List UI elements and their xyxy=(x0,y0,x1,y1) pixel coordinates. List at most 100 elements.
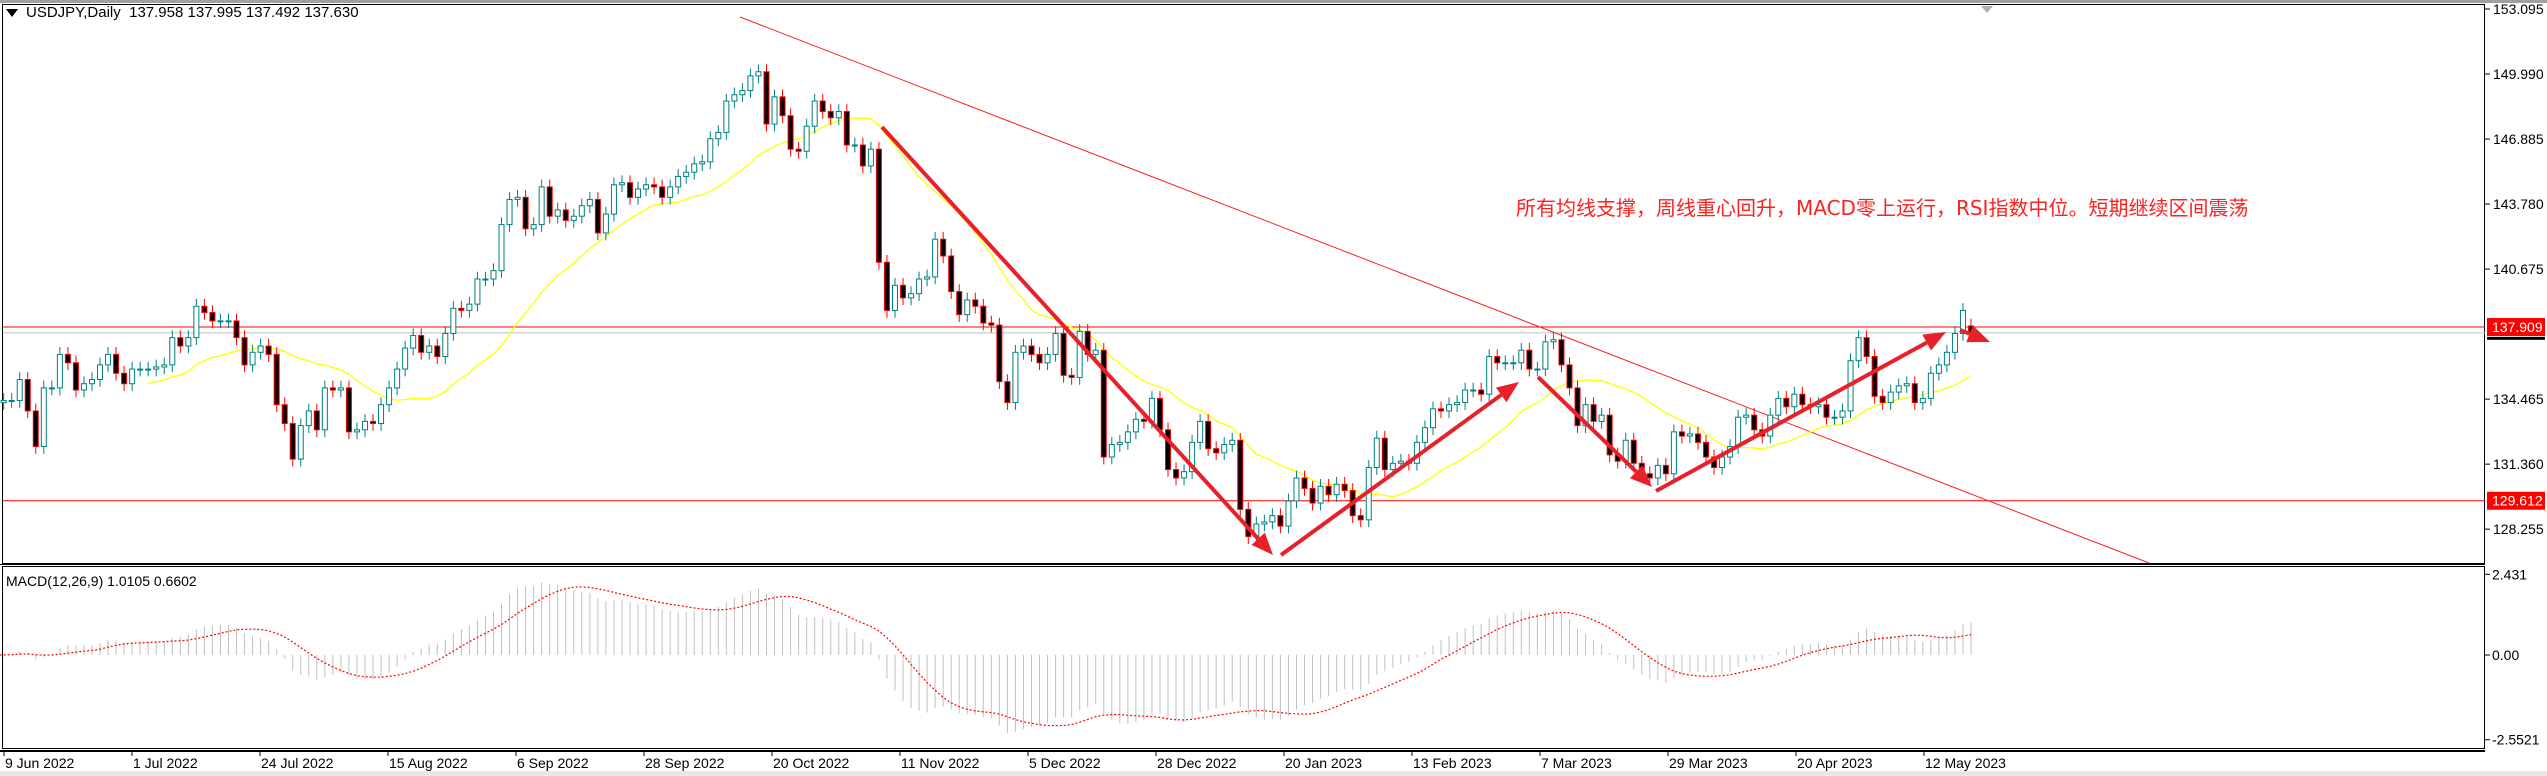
date-tick-label: 20 Oct 2022 xyxy=(773,755,849,771)
date-tick-label: 28 Dec 2022 xyxy=(1157,755,1237,771)
candle-body xyxy=(900,284,907,299)
candle xyxy=(1454,395,1461,412)
candle xyxy=(1502,355,1509,371)
candle xyxy=(867,141,874,174)
candle xyxy=(370,414,377,431)
candle xyxy=(1309,481,1316,511)
trend-arrow[interactable] xyxy=(880,125,1273,555)
price-tick-label: 143.780 xyxy=(2493,196,2544,212)
candle-body xyxy=(458,307,465,311)
collapse-triangle-icon[interactable] xyxy=(6,9,18,18)
candle xyxy=(1269,508,1276,530)
candle-body xyxy=(1389,462,1396,471)
candle-body xyxy=(466,303,473,311)
candle-body xyxy=(233,320,240,339)
candle-body xyxy=(1309,487,1316,504)
candle-body xyxy=(1799,393,1806,406)
candle-body xyxy=(1935,364,1942,374)
price-tick-label: 131.360 xyxy=(2493,456,2544,472)
candle xyxy=(635,181,642,205)
ohlc-open: 137.958 xyxy=(129,4,184,21)
candle-body xyxy=(1542,341,1549,370)
trend-arrow[interactable] xyxy=(1279,382,1519,557)
candle xyxy=(297,418,304,467)
candle-body xyxy=(8,399,15,402)
candle xyxy=(24,372,31,419)
candle xyxy=(554,202,561,224)
candle-body xyxy=(161,364,168,368)
candle-body xyxy=(313,410,320,431)
candle xyxy=(522,190,529,237)
candle-body xyxy=(675,175,682,188)
candle-body xyxy=(16,379,23,401)
candle xyxy=(378,397,385,431)
candle-body xyxy=(145,368,152,371)
date-tick-label: 7 Mar 2023 xyxy=(1541,755,1612,771)
candle xyxy=(1911,376,1918,410)
trend-arrow[interactable] xyxy=(1655,332,1946,493)
trend-arrows[interactable] xyxy=(880,125,1990,557)
candle xyxy=(570,208,577,228)
trend-arrow[interactable] xyxy=(1959,325,1990,343)
candle-body xyxy=(827,111,834,119)
candle-body xyxy=(1124,431,1131,443)
macd-signal-line xyxy=(0,586,1972,727)
candle-body xyxy=(1397,460,1404,464)
candle xyxy=(667,179,674,205)
candle-body xyxy=(1100,349,1107,458)
candle-body xyxy=(1831,416,1838,419)
trend-arrow[interactable] xyxy=(1536,375,1652,487)
candle xyxy=(233,313,240,345)
candle-body xyxy=(635,188,642,198)
candle xyxy=(1510,355,1517,371)
candle xyxy=(1895,378,1902,400)
current-price-marker xyxy=(2487,336,2545,340)
candle xyxy=(851,137,858,153)
candle-body xyxy=(281,404,288,425)
candle-body xyxy=(48,387,55,390)
macd-name: MACD(12,26,9) xyxy=(6,573,104,589)
candle xyxy=(1173,462,1180,486)
symbol-timeframe: USDJPY,Daily xyxy=(26,4,121,21)
candle xyxy=(498,217,505,278)
candle-body xyxy=(570,215,577,221)
candle-body xyxy=(1879,395,1886,404)
descending-trendline[interactable] xyxy=(739,16,2150,564)
candle-body xyxy=(32,410,39,448)
candle-body xyxy=(755,71,762,77)
candle xyxy=(161,357,168,375)
date-tick-label: 28 Sep 2022 xyxy=(645,755,725,771)
candle-body xyxy=(1060,332,1067,376)
candle-body xyxy=(1646,473,1653,479)
candle-body xyxy=(474,278,481,305)
candle-body xyxy=(137,368,144,371)
chart-shift-marker-icon[interactable] xyxy=(1981,6,1993,13)
candle-body xyxy=(651,184,658,188)
candle-body xyxy=(626,182,633,198)
candle-body xyxy=(1911,383,1918,404)
candle-body xyxy=(1943,351,1950,366)
candle-body xyxy=(1678,431,1685,437)
candle xyxy=(1036,347,1043,371)
candle-body xyxy=(1156,397,1163,431)
candle xyxy=(1542,334,1549,377)
candle xyxy=(948,248,955,299)
candle-body xyxy=(337,387,344,391)
candle xyxy=(1044,347,1051,371)
candle-body xyxy=(1285,500,1292,527)
ohlc-close: 137.630 xyxy=(304,4,359,21)
candle-body xyxy=(1181,471,1188,479)
candle-body xyxy=(185,337,192,347)
candle xyxy=(626,175,633,205)
time-axis: 9 Jun 2022 1 Jul 2022 24 Jul 2022 15 Aug 20… xyxy=(3,751,2006,771)
candle-body xyxy=(1919,397,1926,404)
candle xyxy=(1927,365,1934,406)
candle xyxy=(924,269,931,287)
date-tick-label: 6 Sep 2022 xyxy=(517,755,589,771)
candle-body xyxy=(715,131,722,140)
candle-body xyxy=(113,353,120,374)
candle-body xyxy=(1815,404,1822,408)
candle-body xyxy=(378,404,385,425)
candle-body xyxy=(88,379,95,385)
